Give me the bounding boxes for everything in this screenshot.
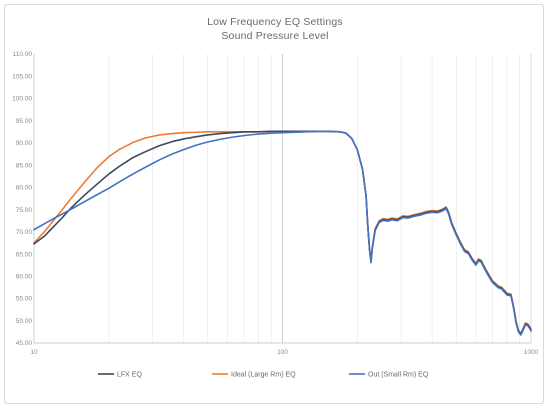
x-tick-label: 1000 [524, 349, 539, 356]
y-tick-label: 50.00 [16, 318, 33, 325]
y-tick-label: 65.00 [16, 251, 33, 258]
y-axis-ticks: 110.00 105.00 100.00 95.00 90.00 85.00 80.00 75… [12, 51, 32, 347]
y-tick-label: 105.00 [12, 73, 32, 80]
x-axis-ticks: 10 100 1000 [30, 349, 538, 356]
chart-title: Low Frequency EQ Settings [207, 16, 343, 28]
legend: LFX EQ Ideal (Large Rm) EQ Out (Small Rm) … [98, 372, 429, 379]
legend-label: Out (Small Rm) EQ [368, 372, 429, 379]
y-tick-label: 55.00 [16, 296, 33, 303]
legend-label: LFX EQ [117, 372, 142, 379]
y-tick-label: 90.00 [16, 140, 33, 147]
series-line-1 [33, 130, 532, 335]
y-tick-label: 70.00 [16, 229, 33, 236]
chart-frame [4, 4, 544, 404]
legend-label: Ideal (Large Rm) EQ [231, 372, 296, 379]
x-tick-label: 10 [30, 349, 38, 356]
series-line-3 [33, 130, 532, 336]
y-tick-label: 95.00 [16, 118, 33, 125]
y-tick-label: 80.00 [16, 185, 33, 192]
grid [33, 54, 532, 344]
y-tick-label: 110.00 [13, 51, 33, 58]
y-tick-label: 100.00 [12, 96, 32, 103]
y-tick-label: 75.00 [16, 207, 33, 214]
y-tick-label: 45.00 [16, 340, 33, 347]
series-lines [33, 130, 532, 336]
chart-subtitle: Sound Pressure Level [221, 30, 329, 42]
y-tick-label: 85.00 [16, 162, 33, 169]
y-tick-label: 60.00 [16, 274, 33, 281]
x-tick-label: 100 [277, 349, 288, 356]
